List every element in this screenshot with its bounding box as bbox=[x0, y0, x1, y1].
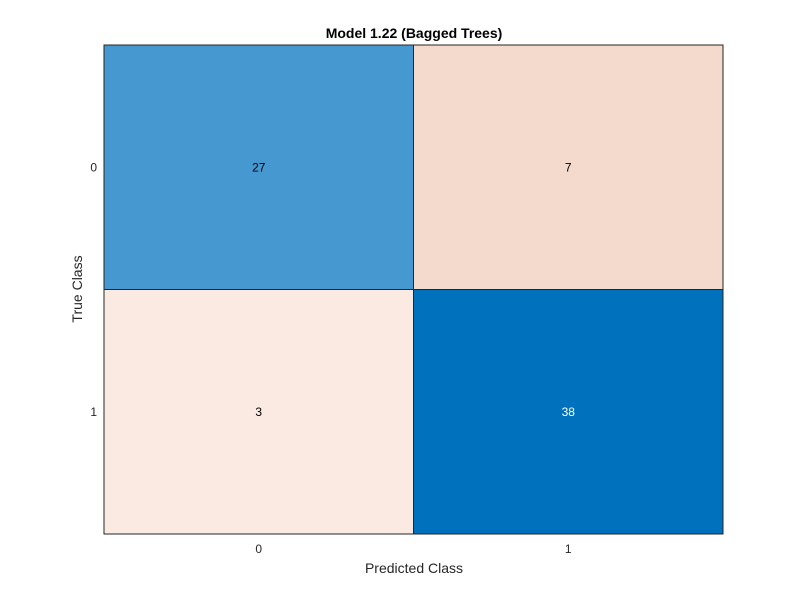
x-axis-label: Predicted Class bbox=[365, 560, 463, 576]
matrix-cell-labels: 27 7 3 38 bbox=[252, 160, 575, 419]
x-tick-label-0: 0 bbox=[255, 542, 262, 556]
cell-value-1-0: 3 bbox=[255, 405, 262, 419]
matrix-cell-0-1 bbox=[413, 44, 724, 290]
y-tick-label-1: 1 bbox=[90, 405, 97, 419]
matrix-cell-1-0 bbox=[103, 289, 414, 535]
x-tick-label-1: 1 bbox=[565, 542, 572, 556]
matrix-cell-1-1 bbox=[413, 289, 724, 535]
y-tick-label-0: 0 bbox=[90, 160, 97, 174]
chart-title: Model 1.22 (Bagged Trees) bbox=[326, 25, 503, 41]
matrix-cell-0-0 bbox=[103, 44, 414, 290]
cell-value-1-1: 38 bbox=[562, 405, 576, 419]
matrix-cells bbox=[103, 44, 724, 535]
y-tick-labels: 01 bbox=[90, 160, 97, 419]
y-axis-label: True Class bbox=[69, 255, 85, 322]
plot-border bbox=[103, 44, 724, 535]
cell-value-0-0: 27 bbox=[252, 160, 266, 174]
cell-value-0-1: 7 bbox=[565, 160, 572, 174]
